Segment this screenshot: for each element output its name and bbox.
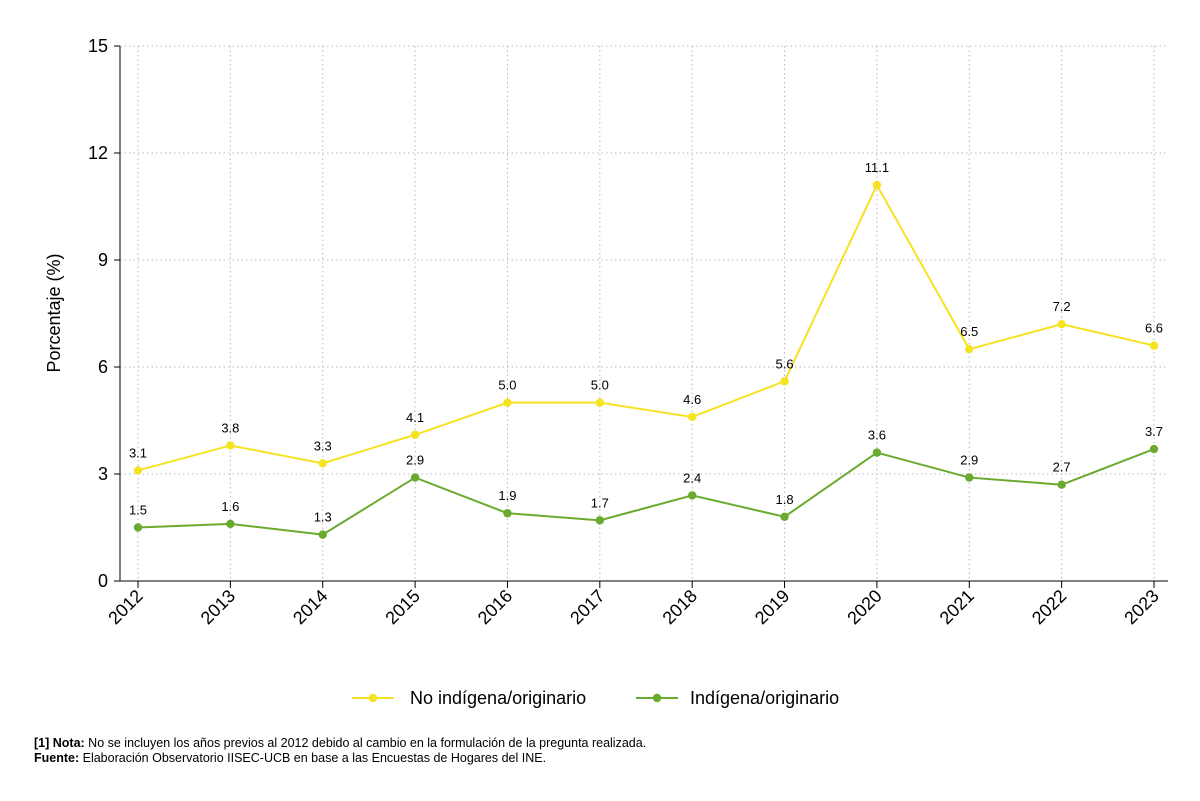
data-label: 3.7 <box>1145 424 1163 439</box>
data-labels: 3.1 3.8 3.3 4.1 5.0 5.0 4.6 5.6 11.1 6.5 7.2 6.6 1.5… <box>129 160 1163 525</box>
data-label: 3.6 <box>868 428 886 443</box>
data-label: 2.7 <box>1053 460 1071 475</box>
x-tick-label: 2023 <box>1120 586 1162 628</box>
legend: No indígena/originario Indígena/originari… <box>352 688 839 708</box>
note-text: No se incluyen los años previos al 2012 … <box>84 736 647 750</box>
x-tick-label: 2015 <box>381 586 423 628</box>
source-label: Fuente: <box>34 751 80 765</box>
series-points <box>133 180 1159 539</box>
data-point <box>872 448 882 457</box>
data-label: 6.5 <box>960 324 978 339</box>
legend-label: Indígena/originario <box>690 688 839 708</box>
series-line <box>137 182 1155 472</box>
y-tick-label: 12 <box>88 143 108 163</box>
data-label: 5.0 <box>498 378 516 393</box>
x-tick-label: 2017 <box>566 586 608 628</box>
grid-lines <box>120 45 1168 582</box>
x-tick-label: 2016 <box>474 586 516 628</box>
axis-ticks: 0 3 6 9 12 15 2012 2013 2014 2015 2016 2017 2018 2019… <box>88 36 1163 628</box>
legend-swatch-marker <box>652 693 662 703</box>
y-tick-label: 6 <box>98 357 108 377</box>
series-line <box>137 448 1155 536</box>
line-chart: 0 3 6 9 12 15 2012 2013 2014 2015 2016 2017 2018 2019… <box>44 36 1168 708</box>
y-tick-label: 3 <box>98 464 108 484</box>
data-point <box>1057 320 1066 329</box>
y-axis-label: Porcentaje (%) <box>44 253 64 372</box>
data-point <box>965 344 974 354</box>
data-point <box>1149 444 1159 454</box>
data-label: 11.1 <box>865 160 889 175</box>
y-tick-label: 0 <box>98 571 108 591</box>
data-point <box>1057 480 1066 489</box>
data-point <box>687 412 697 422</box>
data-label: 1.5 <box>129 503 147 518</box>
y-tick-label: 15 <box>88 36 108 56</box>
data-point <box>133 523 143 532</box>
data-point <box>410 430 420 439</box>
x-tick-label: 2018 <box>659 586 701 628</box>
data-point <box>872 180 882 190</box>
data-point <box>410 473 420 482</box>
series-lines <box>137 182 1155 536</box>
footnotes: [1] Nota: No se incluyen los años previo… <box>34 736 646 766</box>
data-label: 2.9 <box>406 453 424 468</box>
data-point <box>226 519 235 529</box>
data-label: 1.9 <box>498 488 516 503</box>
data-point <box>780 512 789 521</box>
data-label: 3.3 <box>314 438 332 453</box>
data-label: 2.9 <box>960 453 978 468</box>
y-tick-label: 9 <box>98 250 108 270</box>
data-point <box>226 441 235 450</box>
legend-label: No indígena/originario <box>410 688 586 708</box>
data-point <box>687 491 697 500</box>
note-line: [1] Nota: No se incluyen los años previo… <box>34 736 646 751</box>
legend-swatch-marker <box>368 693 378 703</box>
data-label: 6.6 <box>1145 321 1163 336</box>
data-label: 7.2 <box>1053 299 1071 314</box>
data-label: 5.0 <box>591 378 609 393</box>
data-label: 1.8 <box>776 492 794 507</box>
x-tick-label: 2012 <box>104 586 146 628</box>
data-label: 1.3 <box>314 510 332 525</box>
source-line: Fuente: Elaboración Observatorio IISEC-U… <box>34 751 646 766</box>
data-label: 4.1 <box>406 410 424 425</box>
data-point <box>318 459 327 468</box>
data-point <box>780 377 789 386</box>
x-tick-label: 2019 <box>751 586 793 628</box>
x-tick-label: 2013 <box>197 586 239 628</box>
data-label: 4.6 <box>683 392 701 407</box>
axes <box>119 46 1168 582</box>
data-label: 2.4 <box>683 470 701 485</box>
data-label: 1.6 <box>221 499 239 514</box>
source-text: Elaboración Observatorio IISEC-UCB en ba… <box>79 751 547 765</box>
x-tick-label: 2014 <box>289 586 331 628</box>
data-label: 5.6 <box>776 356 794 371</box>
data-point <box>503 509 512 518</box>
x-tick-label: 2020 <box>843 586 885 628</box>
data-point <box>595 398 605 407</box>
data-point <box>318 530 327 539</box>
data-point <box>965 473 974 482</box>
data-label: 3.1 <box>129 445 147 460</box>
data-point <box>133 466 143 475</box>
x-tick-label: 2022 <box>1028 586 1070 628</box>
x-tick-label: 2021 <box>936 586 978 628</box>
data-point <box>503 398 512 407</box>
data-label: 1.7 <box>591 495 609 510</box>
data-point <box>1149 341 1159 350</box>
data-point <box>595 516 605 525</box>
data-label: 3.8 <box>221 420 239 435</box>
note-label: [1] Nota: <box>34 736 85 750</box>
